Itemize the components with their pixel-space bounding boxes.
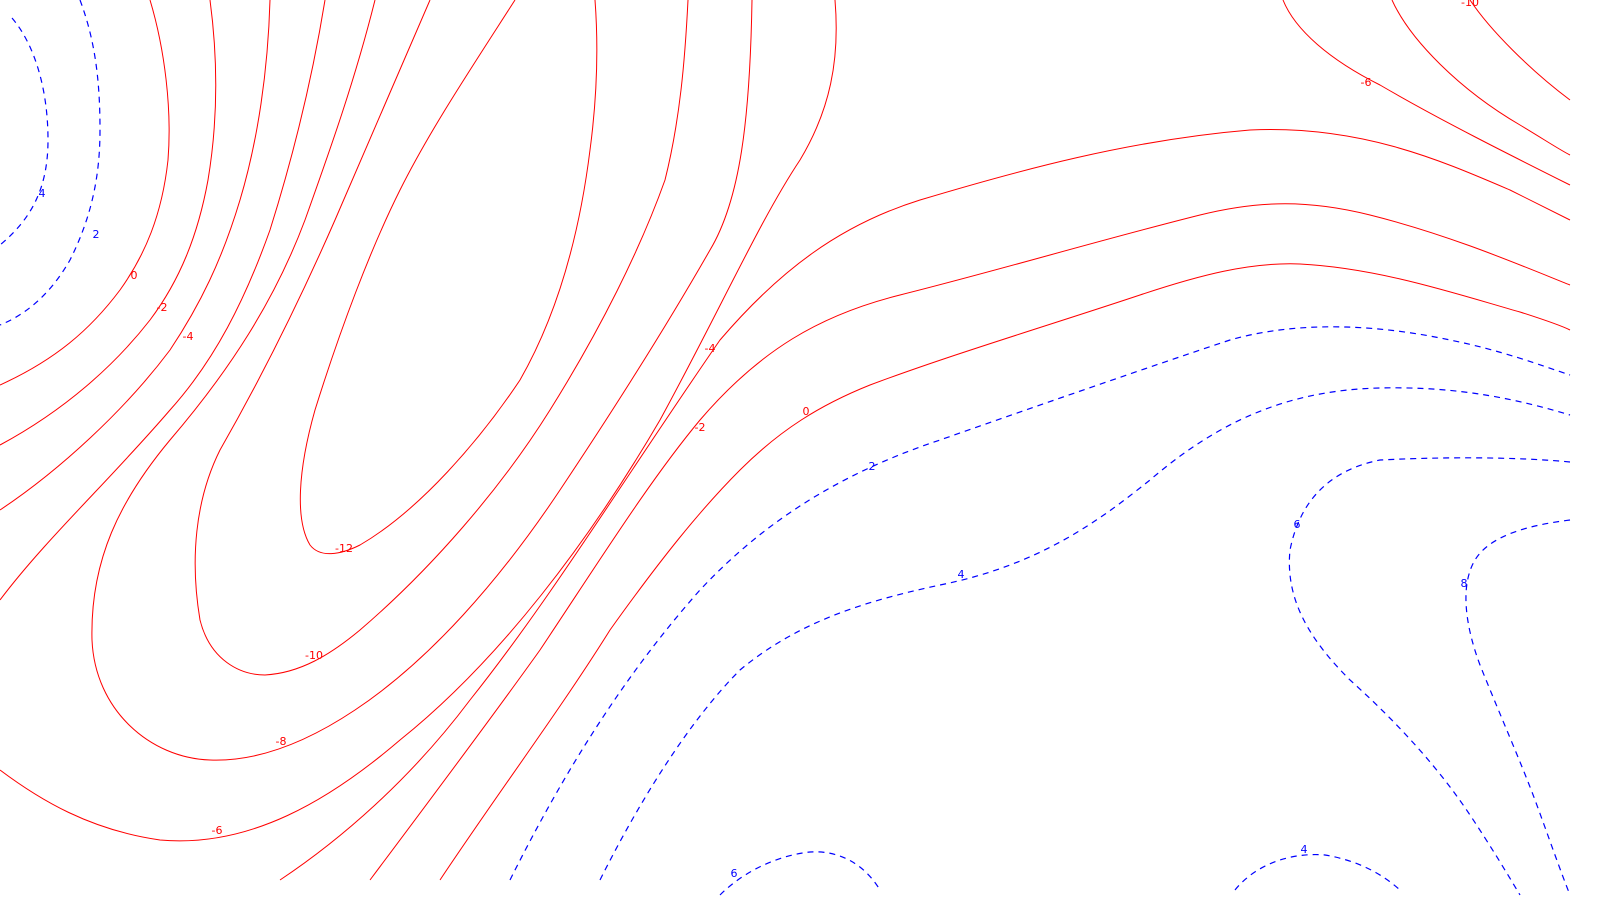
label-zero-left: 0 (131, 269, 138, 282)
label-neg2-center: -2 (695, 421, 706, 434)
contour-neg10-top-right (1469, 0, 1571, 101)
contour-pos-2-center (509, 326, 1571, 881)
contour-pos-8-right (1465, 519, 1571, 896)
contour-pos-4-bottom-right (1234, 853, 1401, 891)
contour-pos-6-bottom (719, 851, 881, 896)
label-neg8-bottom: -8 (276, 735, 287, 748)
contour-neg2-center (369, 203, 1571, 881)
contour-pos-4-left (0, 0, 101, 326)
label-pos6-right: 6 (1294, 518, 1301, 531)
contour-neg12 (299, 0, 598, 555)
label-neg12: -12 (335, 542, 353, 555)
contour-neg8 (91, 0, 753, 761)
label-neg10-top-right: -10 (1461, 0, 1479, 9)
contour-neg4-left (0, 0, 271, 511)
label-pos8-right: 8 (1461, 577, 1468, 590)
contour-neg6-top-right (1282, 0, 1571, 186)
label-neg6-bottom: -6 (212, 824, 223, 837)
label-zero-center: 0 (803, 405, 810, 418)
contour-neg8-top-right (1391, 0, 1571, 156)
contour-labels: 4 2 0 -2 -4 -12 -10 -8 -6 -4 -2 0 2 4 -6… (39, 0, 1479, 880)
contour-zero-center (439, 263, 1571, 881)
label-pos6-bottom: 6 (731, 867, 738, 880)
contour-pos-6-right (1288, 457, 1571, 896)
label-neg10-bottom: -10 (305, 649, 323, 662)
contour-neg4-center (279, 129, 1571, 881)
label-pos2-center: 2 (869, 460, 876, 473)
label-pos-4-left: 4 (39, 187, 46, 200)
contour-pos-4-top-left (0, 17, 49, 246)
label-neg4-left: -4 (183, 330, 194, 343)
label-pos4-center: 4 (958, 568, 965, 581)
label-pos4-bottom-right: 4 (1301, 843, 1308, 856)
contour-neg6 (0, 0, 837, 842)
label-neg4-center: -4 (705, 342, 716, 355)
label-neg6-top-right: -6 (1361, 76, 1372, 89)
contour-neg10 (194, 0, 689, 676)
contour-neg2-left (0, 0, 217, 446)
contour-pos-4-center (599, 387, 1571, 881)
label-neg2-left: -2 (157, 301, 168, 314)
contour-zero-left (0, 0, 170, 386)
label-pos-2-left: 2 (93, 228, 100, 241)
